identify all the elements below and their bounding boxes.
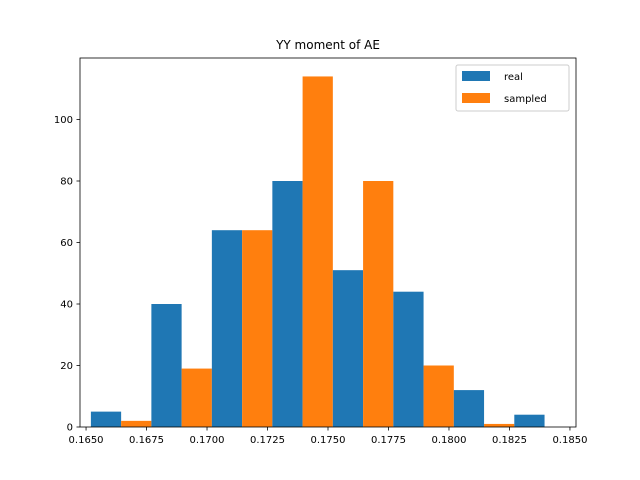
- bars-group: [90, 76, 545, 427]
- bar-sampled-6: [484, 423, 515, 427]
- legend: real sampled: [455, 64, 570, 112]
- bar-sampled-3: [302, 76, 333, 427]
- x-tick-label: 0.1725: [250, 435, 285, 446]
- x-tick-label: 0.1675: [129, 435, 164, 446]
- bar-real-5: [393, 291, 424, 427]
- bar-real-7: [514, 414, 545, 427]
- y-tick-label: 20: [60, 361, 73, 372]
- bar-sampled-5: [423, 365, 454, 427]
- bar-real-3: [272, 181, 303, 427]
- bar-sampled-0: [121, 420, 152, 427]
- x-tick-label: 0.1850: [552, 435, 587, 446]
- legend-swatch-real: [462, 71, 490, 81]
- y-tick-label: 100: [54, 115, 73, 126]
- bar-real-6: [453, 390, 485, 427]
- x-tick-label: 0.1800: [431, 435, 466, 446]
- y-tick-label: 80: [60, 177, 73, 188]
- x-tick-label: 0.1775: [371, 435, 406, 446]
- x-axis: 0.1650 0.1675 0.1700 0.1725 0.1750 0.1775 0.18…: [69, 427, 587, 446]
- bar-real-2: [211, 230, 243, 427]
- x-tick-label: 0.1650: [69, 435, 104, 446]
- bar-real-4: [332, 270, 364, 427]
- bar-sampled-1: [181, 368, 212, 427]
- y-tick-label: 60: [60, 238, 73, 249]
- x-tick-label: 0.1700: [190, 435, 225, 446]
- bar-real-0: [90, 411, 122, 427]
- y-tick-label: 40: [60, 300, 73, 311]
- x-tick-label: 0.1750: [311, 435, 346, 446]
- x-tick-label: 0.1825: [492, 435, 527, 446]
- legend-swatch-sampled: [462, 93, 490, 103]
- legend-label-real: real: [504, 72, 523, 83]
- bar-sampled-2: [242, 230, 273, 427]
- legend-label-sampled: sampled: [504, 94, 547, 105]
- y-axis: 0 20 40 60 80 100: [54, 115, 80, 434]
- bar-real-1: [151, 304, 182, 427]
- chart-title: YY moment of AE: [275, 38, 380, 52]
- bar-sampled-4: [363, 181, 394, 427]
- y-tick-label: 0: [67, 423, 73, 434]
